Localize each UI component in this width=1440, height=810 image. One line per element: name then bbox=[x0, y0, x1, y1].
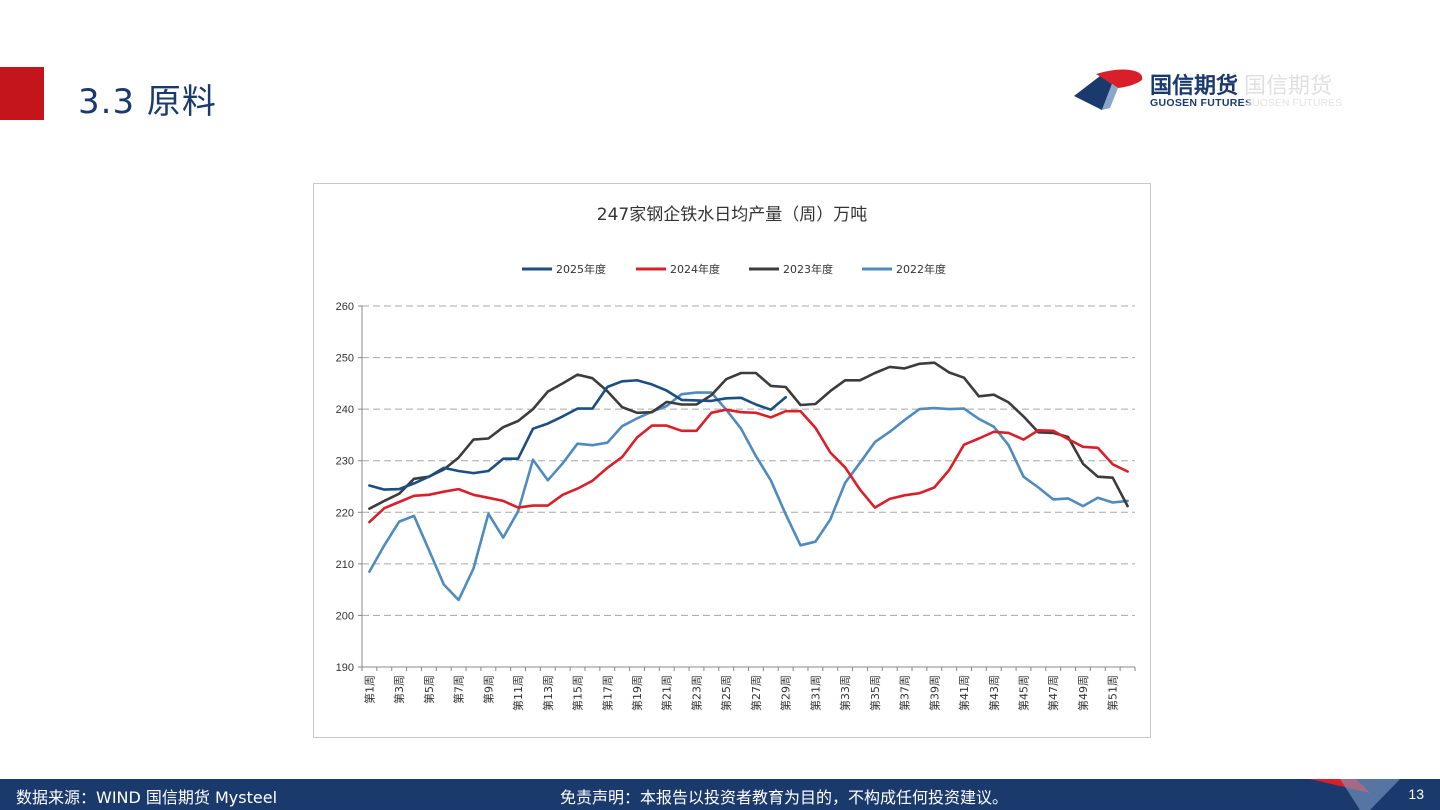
legend-label: 2023年度 bbox=[783, 262, 833, 276]
x-tick-label: 第1周 bbox=[362, 675, 376, 704]
x-tick-label: 第21周 bbox=[660, 675, 674, 711]
y-tick-label: 260 bbox=[336, 301, 354, 313]
company-logo: 国信期货 GUOSEN FUTURES 国信期货 GUOSEN FUTURES bbox=[1072, 66, 1372, 116]
legend-label: 2022年度 bbox=[896, 262, 946, 276]
legend-label: 2024年度 bbox=[670, 262, 720, 276]
y-tick-label: 220 bbox=[336, 507, 354, 519]
series-line bbox=[368, 391, 1129, 602]
footer-bar: 数据来源：WIND 国信期货 Mysteel 免责声明：本报告以投资者教育为目的… bbox=[0, 779, 1440, 810]
logo-watermark-cn: 国信期货 bbox=[1244, 74, 1333, 99]
logo-mark-icon bbox=[1074, 69, 1143, 110]
x-tick-label: 第3周 bbox=[392, 675, 406, 704]
y-tick-label: 190 bbox=[336, 662, 354, 674]
footer-decoration-icon bbox=[1310, 779, 1400, 810]
y-tick-label: 250 bbox=[336, 353, 354, 365]
page-title: 3.3 原料 bbox=[78, 82, 217, 122]
data-source-text: 数据来源：WIND 国信期货 Mysteel bbox=[16, 788, 278, 807]
x-tick-label: 第35周 bbox=[868, 675, 882, 711]
y-tick-label: 200 bbox=[336, 610, 354, 622]
x-tick-label: 第25周 bbox=[719, 675, 733, 711]
series-line bbox=[368, 408, 1129, 524]
line-chart: 247家钢企铁水日均产量（周）万吨 190 200 210 220 230 240 250 2… bbox=[336, 205, 1136, 711]
x-tick-label: 第23周 bbox=[689, 675, 703, 711]
legend-label: 2025年度 bbox=[556, 262, 606, 276]
chart-legend: 2025年度 2024年度 2023年度 2022年度 bbox=[522, 262, 946, 276]
x-tick-label: 第11周 bbox=[511, 675, 525, 711]
x-tick-label: 第19周 bbox=[630, 675, 644, 711]
x-tick-label: 第39周 bbox=[927, 675, 941, 711]
x-tick-label: 第37周 bbox=[898, 675, 912, 711]
x-tick-label: 第29周 bbox=[779, 675, 793, 711]
x-tick-label: 第49周 bbox=[1076, 675, 1090, 711]
logo-watermark-en: GUOSEN FUTURES bbox=[1244, 97, 1343, 109]
series-lines bbox=[368, 361, 1129, 602]
x-tick-label: 第13周 bbox=[541, 675, 555, 711]
x-tick-label: 第7周 bbox=[452, 675, 466, 704]
series-line bbox=[368, 361, 1129, 511]
x-tick-label: 第41周 bbox=[957, 675, 971, 711]
x-tick-label: 第45周 bbox=[1017, 675, 1031, 711]
y-tick-label: 230 bbox=[336, 456, 354, 468]
x-tick-label: 第51周 bbox=[1106, 675, 1120, 711]
x-tick-label: 第31周 bbox=[808, 675, 822, 711]
page-number: 13 bbox=[1408, 786, 1424, 802]
x-tick-label: 第33周 bbox=[838, 675, 852, 711]
chart-frame: 247家钢企铁水日均产量（周）万吨 190 200 210 220 230 240 250 2… bbox=[313, 183, 1151, 738]
x-tick-label: 第9周 bbox=[481, 675, 495, 704]
x-tick-label: 第27周 bbox=[749, 675, 763, 711]
gridlines bbox=[362, 305, 1135, 616]
logo-name-cn: 国信期货 bbox=[1150, 74, 1239, 99]
x-tick-label: 第5周 bbox=[422, 675, 436, 704]
x-tick-label: 第15周 bbox=[571, 675, 585, 711]
y-tick-label: 240 bbox=[336, 404, 354, 416]
disclaimer-text: 免责声明：本报告以投资者教育为目的，不构成任何投资建议。 bbox=[560, 788, 1009, 807]
series-line bbox=[368, 379, 788, 491]
x-tick-label: 第43周 bbox=[987, 675, 1001, 711]
logo-name-en: GUOSEN FUTURES bbox=[1150, 97, 1253, 109]
x-tick-label: 第47周 bbox=[1046, 675, 1060, 711]
x-tick-label: 第17周 bbox=[600, 675, 614, 711]
axes: 190 200 210 220 230 240 250 260 第1周 第3周 第5周 第7周 第9周 第… bbox=[336, 301, 1136, 711]
accent-block bbox=[0, 67, 44, 120]
y-tick-label: 210 bbox=[336, 559, 354, 571]
chart-title: 247家钢企铁水日均产量（周）万吨 bbox=[597, 205, 867, 225]
